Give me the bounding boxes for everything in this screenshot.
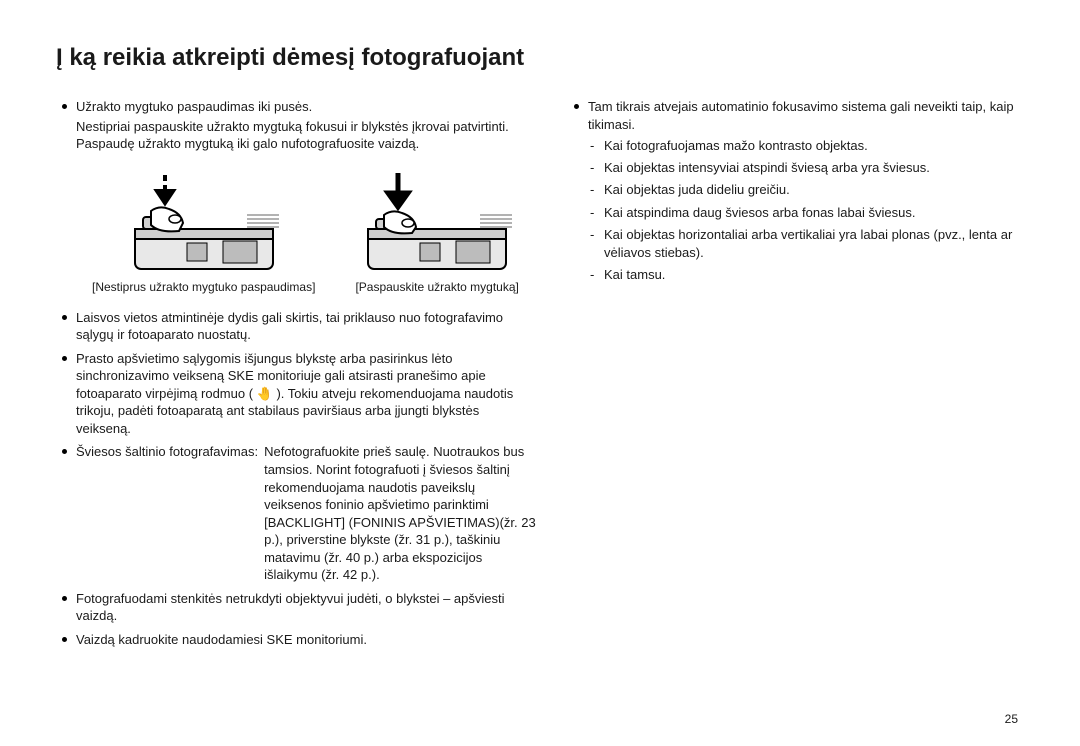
page-number: 25 bbox=[1005, 712, 1018, 726]
sub-item: Kai atspindima daug šviesos arba fonas l… bbox=[588, 204, 1024, 222]
camera-full-press-icon bbox=[362, 169, 512, 274]
bullet-item: Vaizdą kadruokite naudodamiesi SKE monit… bbox=[56, 631, 536, 649]
illustration-caption: [Nestiprus užrakto mygtuko paspaudimas] bbox=[92, 280, 315, 295]
camera-half-press-icon bbox=[129, 169, 279, 274]
manual-page: Į ką reikia atkreipti dėmesį fotografuoj… bbox=[0, 0, 1080, 746]
camera-diagram bbox=[129, 169, 279, 274]
bullet-item: Šviesos šaltinio fotografavimas: Nefotog… bbox=[56, 443, 536, 583]
bullet-text: Užrakto mygtuko paspaudimas iki pusės. bbox=[76, 99, 312, 114]
left-bullet-list: Užrakto mygtuko paspaudimas iki pusės. N… bbox=[56, 98, 536, 153]
left-column: Užrakto mygtuko paspaudimas iki pusės. N… bbox=[56, 98, 536, 654]
sub-item: Kai tamsu. bbox=[588, 266, 1024, 284]
bullet-item: Prasto apšvietimo sąlygomis išjungus bly… bbox=[56, 350, 536, 438]
bullet-item: Laisvos vietos atmintinėje dydis gali sk… bbox=[56, 309, 536, 344]
illustration-caption: [Paspauskite užrakto mygtuką] bbox=[355, 280, 518, 295]
sub-item: Kai fotografuojamas mažo kontrasto objek… bbox=[588, 137, 1024, 155]
bullet-subtext: Nestipriai paspauskite užrakto mygtuką f… bbox=[76, 118, 536, 153]
sub-item: Kai objektas juda dideliu greičiu. bbox=[588, 181, 1024, 199]
columns: Užrakto mygtuko paspaudimas iki pusės. N… bbox=[56, 98, 1024, 654]
right-bullet-list: Tam tikrais atvejais automatinio fokusav… bbox=[568, 98, 1024, 284]
bullet-item: Užrakto mygtuko paspaudimas iki pusės. N… bbox=[56, 98, 536, 153]
bullet-item: Tam tikrais atvejais automatinio fokusav… bbox=[568, 98, 1024, 284]
illustration-row: [Nestiprus užrakto mygtuko paspaudimas] bbox=[92, 169, 536, 295]
camera-diagram bbox=[362, 169, 512, 274]
bullet-body: Nefotografuokite prieš saulę. Nuotraukos… bbox=[264, 443, 536, 583]
bullet-text: Tam tikrais atvejais automatinio fokusav… bbox=[588, 99, 1014, 132]
sub-list: Kai fotografuojamas mažo kontrasto objek… bbox=[588, 137, 1024, 284]
illustration-full-press: [Paspauskite užrakto mygtuką] bbox=[355, 169, 518, 295]
bullet-label: Šviesos šaltinio fotografavimas: bbox=[76, 443, 258, 583]
sub-item: Kai objektas intensyviai atspindi šviesą… bbox=[588, 159, 1024, 177]
bullet-item: Fotografuodami stenkitės netrukdyti obje… bbox=[56, 590, 536, 625]
right-column: Tam tikrais atvejais automatinio fokusav… bbox=[568, 98, 1024, 654]
sub-item: Kai objektas horizontaliai arba vertikal… bbox=[588, 226, 1024, 262]
illustration-half-press: [Nestiprus užrakto mygtuko paspaudimas] bbox=[92, 169, 315, 295]
page-title: Į ką reikia atkreipti dėmesį fotografuoj… bbox=[56, 44, 1024, 72]
left-bullet-list-2: Laisvos vietos atmintinėje dydis gali sk… bbox=[56, 309, 536, 649]
